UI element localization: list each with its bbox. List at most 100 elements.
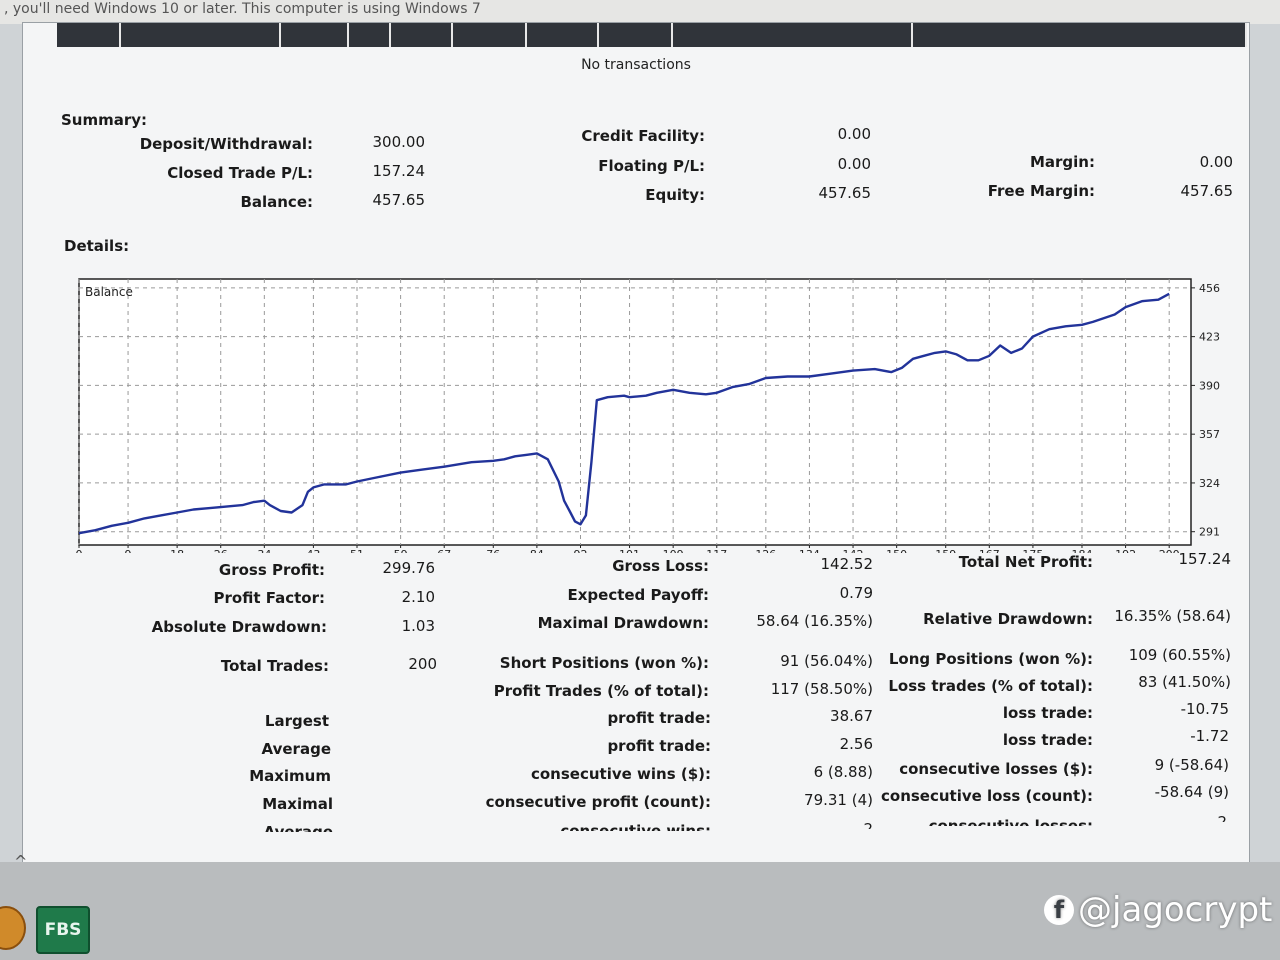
- x-tick-label-6: 51: [350, 548, 364, 553]
- x-tick-label-3: 26: [214, 548, 228, 553]
- total-net-profit-value: 157.24: [1178, 550, 1232, 568]
- consecutive-wins-value: 6 (8.88): [813, 763, 873, 781]
- absolute-drawdown-value: 1.03: [401, 617, 435, 635]
- tab-3[interactable]: [281, 23, 349, 47]
- largest-profit-label: profit trade:: [607, 709, 711, 727]
- average-loss-label: loss trade:: [1002, 731, 1093, 749]
- largest-label: Largest: [264, 712, 329, 730]
- average-profit-label: profit trade:: [607, 737, 711, 755]
- x-tick-label-8: 67: [437, 548, 451, 553]
- floating-pl-value: 0.00: [837, 155, 871, 173]
- tab-1[interactable]: [57, 23, 121, 47]
- total-trades-value: 200: [408, 655, 437, 673]
- margin-value: 0.00: [1199, 153, 1233, 171]
- watermark: f @jagocrypt: [1044, 890, 1272, 930]
- x-tick-label-15: 126: [755, 548, 776, 553]
- x-tick-label-16: 134: [799, 548, 820, 553]
- y-tick-label-4: 423: [1199, 331, 1220, 344]
- maximal-drawdown-label: Maximal Drawdown:: [537, 614, 709, 632]
- short-positions-value: 91 (56.04%): [780, 652, 873, 670]
- expected-payoff-value: 0.79: [839, 584, 873, 602]
- consecutive-loss-label: consecutive loss (count):: [881, 787, 1093, 805]
- closed-trade-label: Closed Trade P/L:: [167, 164, 313, 182]
- profit-trades-label: Profit Trades (% of total):: [493, 682, 709, 700]
- expected-payoff-label: Expected Payoff:: [567, 586, 709, 604]
- largest-loss-value: -10.75: [1180, 700, 1229, 718]
- tab-9[interactable]: [673, 23, 913, 47]
- x-tick-label-12: 101: [619, 548, 640, 553]
- y-tick-label-3: 390: [1199, 379, 1220, 392]
- deposit-value: 300.00: [372, 133, 426, 151]
- tab-8[interactable]: [599, 23, 673, 47]
- average-consecutive-label: Average: [263, 823, 333, 832]
- tab-4[interactable]: [349, 23, 391, 47]
- x-tick-label-17: 142: [843, 548, 864, 553]
- x-tick-label-14: 117: [706, 548, 727, 553]
- details-heading: Details:: [64, 237, 130, 255]
- tab-10[interactable]: [913, 23, 1247, 47]
- long-positions-label: Long Positions (won %):: [888, 650, 1093, 668]
- maximal-drawdown-value: 58.64 (16.35%): [756, 612, 873, 630]
- gross-profit-label: Gross Profit:: [218, 561, 325, 579]
- balance-chart-svg: 0 9 18 26 34 43 51 59 67 76 84 92 101 109 117 126 134 142…: [76, 278, 1220, 561]
- balance-label: Balance:: [240, 193, 313, 211]
- free-margin-value: 457.65: [1180, 182, 1234, 200]
- tab-2[interactable]: [121, 23, 281, 47]
- x-tick-label-13: 109: [663, 548, 684, 553]
- x-tick-label-1: 9: [125, 548, 132, 553]
- consecutive-wins-label: consecutive wins ($):: [530, 765, 711, 783]
- tab-5[interactable]: [391, 23, 453, 47]
- summary-heading: Summary:: [61, 111, 148, 129]
- chevron-up-icon[interactable]: ^: [14, 852, 28, 871]
- x-tick-label-7: 59: [394, 548, 408, 553]
- tab-7[interactable]: [527, 23, 599, 47]
- largest-loss-label: loss trade:: [1002, 704, 1093, 722]
- average-loss-value: -1.72: [1190, 727, 1229, 745]
- total-trades-label: Total Trades:: [220, 657, 329, 675]
- consecutive-losses-label: consecutive losses ($):: [899, 760, 1093, 778]
- x-tick-label-4: 34: [257, 548, 271, 553]
- closed-trade-value: 157.24: [372, 162, 426, 180]
- x-tick-label-5: 43: [306, 548, 320, 553]
- profit-trades-value: 117 (58.50%): [770, 680, 873, 698]
- average-consecutive-wins-label: consecutive wins:: [560, 822, 711, 831]
- consecutive-loss-value: -58.64 (9): [1154, 783, 1229, 801]
- fbs-app-icon[interactable]: FBS: [36, 906, 90, 954]
- consecutive-profit-label: consecutive profit (count):: [485, 793, 711, 811]
- total-net-profit-label: Total Net Profit:: [958, 553, 1093, 571]
- average-profit-value: 2.56: [839, 735, 873, 753]
- relative-drawdown-value: 16.35% (58.64): [1114, 607, 1231, 625]
- average-consecutive-wins-value: 2: [863, 820, 873, 829]
- y-tick-label-1: 324: [1199, 477, 1220, 490]
- gross-loss-label: Gross Loss:: [612, 557, 709, 575]
- average-consecutive-losses-value: 2: [1217, 813, 1227, 822]
- equity-label: Equity:: [645, 186, 705, 204]
- margin-label: Margin:: [1029, 153, 1095, 171]
- chart-legend-label: Balance: [85, 285, 133, 299]
- loss-trades-label: Loss trades (% of total):: [888, 677, 1093, 695]
- average-consecutive-losses-label: consecutive losses:: [928, 817, 1093, 826]
- profit-factor-label: Profit Factor:: [213, 589, 325, 607]
- y-tick-label-2: 357: [1199, 428, 1220, 441]
- y-tick-label-5: 456: [1199, 282, 1220, 295]
- credit-facility-label: Credit Facility:: [581, 127, 705, 145]
- report-window: No transactions Summary: Deposit/Withdra…: [22, 22, 1250, 864]
- os-upgrade-notice: , you'll need Windows 10 or later. This …: [0, 0, 1280, 24]
- maximum-label: Maximum: [249, 767, 331, 785]
- credit-facility-value: 0.00: [837, 125, 871, 143]
- x-tick-label-9: 76: [486, 548, 500, 553]
- relative-drawdown-label: Relative Drawdown:: [923, 610, 1093, 628]
- watermark-handle: @jagocrypt: [1078, 890, 1273, 930]
- gross-loss-value: 142.52: [820, 555, 874, 573]
- x-tick-label-0: 0: [76, 548, 83, 553]
- profit-factor-value: 2.10: [401, 588, 435, 606]
- largest-profit-value: 38.67: [830, 707, 873, 725]
- balance-series-line: [78, 292, 1170, 535]
- tab-6[interactable]: [453, 23, 527, 47]
- long-positions-value: 109 (60.55%): [1128, 646, 1231, 664]
- loss-trades-value: 83 (41.50%): [1138, 673, 1231, 691]
- deposit-label: Deposit/Withdrawal:: [139, 135, 313, 153]
- x-tick-label-10: 84: [530, 548, 544, 553]
- equity-value: 457.65: [818, 184, 872, 202]
- balance-value: 457.65: [372, 191, 426, 209]
